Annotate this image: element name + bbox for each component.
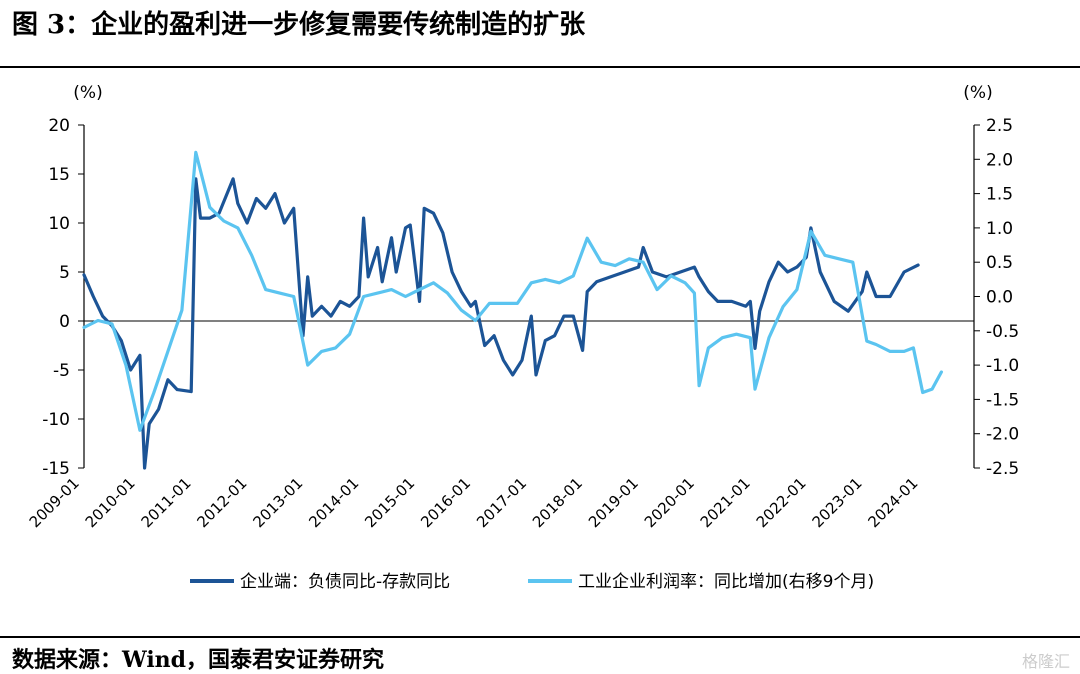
x-tick-label-text: 2018-01 xyxy=(529,474,586,531)
x-tick-label-text: 2017-01 xyxy=(473,474,530,531)
right-tick-label: 0.5 xyxy=(986,253,1013,273)
x-tick-label: 2015-01 xyxy=(361,474,418,531)
x-tick-label: 2023-01 xyxy=(809,474,866,531)
right-tick-label: -1.5 xyxy=(986,390,1019,410)
source-note: 数据来源：Wind，国泰君安证券研究 xyxy=(12,647,385,673)
x-tick-label: 2016-01 xyxy=(417,474,474,531)
x-tick-label: 2012-01 xyxy=(194,474,251,531)
right-tick-label: 2.0 xyxy=(986,150,1013,170)
x-tick-label: 2010-01 xyxy=(82,474,139,531)
x-tick-label: 2022-01 xyxy=(753,474,810,531)
top-rule xyxy=(0,66,1080,68)
right-axis-unit: (%) xyxy=(963,83,992,103)
series-line-1 xyxy=(82,177,920,470)
x-tick-label-text: 2010-01 xyxy=(82,474,139,531)
x-tick-label-text: 2016-01 xyxy=(417,474,474,531)
x-tick-label: 2018-01 xyxy=(529,474,586,531)
x-tick-label: 2024-01 xyxy=(865,474,922,531)
x-tick-label: 2011-01 xyxy=(138,474,195,531)
bottom-rule xyxy=(0,636,1080,638)
right-tick-label: -2.5 xyxy=(986,459,1019,479)
chart-title: 图 3：企业的盈利进一步修复需要传统制造的扩张 xyxy=(12,10,586,40)
left-tick-label: 10 xyxy=(48,214,70,234)
left-tick-label: -15 xyxy=(42,459,70,479)
right-tick-label: 2.5 xyxy=(986,116,1013,136)
x-tick-label: 2021-01 xyxy=(697,474,754,531)
left-tick-label: -10 xyxy=(42,410,70,430)
right-tick-label: -2.0 xyxy=(986,425,1019,445)
left-tick-label: 20 xyxy=(48,116,70,136)
left-axis-unit: (%) xyxy=(73,83,102,103)
x-tick-label-text: 2009-01 xyxy=(26,474,83,531)
x-tick-label-text: 2013-01 xyxy=(249,474,306,531)
legend-label-2: 工业企业利润率：同比增加(右移9个月) xyxy=(578,572,874,592)
left-tick-label: 5 xyxy=(59,263,70,283)
x-tick-label: 2009-01 xyxy=(26,474,83,531)
x-tick-label: 2013-01 xyxy=(249,474,306,531)
x-tick-label-text: 2020-01 xyxy=(641,474,698,531)
x-tick-label-text: 2014-01 xyxy=(305,474,362,531)
right-tick-label: 1.5 xyxy=(986,185,1013,205)
x-tick-label-text: 2011-01 xyxy=(138,474,195,531)
x-tick-label: 2017-01 xyxy=(473,474,530,531)
series-line-2 xyxy=(82,150,943,432)
watermark: 格隆汇 xyxy=(1021,652,1070,671)
right-tick-label: -0.5 xyxy=(986,322,1019,342)
x-tick-label: 2014-01 xyxy=(305,474,362,531)
x-tick-label-text: 2012-01 xyxy=(194,474,251,531)
x-tick-label-text: 2019-01 xyxy=(585,474,642,531)
left-tick-label: 0 xyxy=(59,312,70,332)
right-tick-label: 0.0 xyxy=(986,288,1013,308)
x-tick-label-text: 2024-01 xyxy=(865,474,922,531)
x-tick-label: 2019-01 xyxy=(585,474,642,531)
right-tick-label: -1.0 xyxy=(986,356,1019,376)
line-chart: (%) (%)20151050-5-10-152.52.01.51.00.50.0… xyxy=(26,83,1019,592)
x-tick-label-text: 2023-01 xyxy=(809,474,866,531)
x-tick-label: 2020-01 xyxy=(641,474,698,531)
x-tick-label-text: 2022-01 xyxy=(753,474,810,531)
left-tick-label: 15 xyxy=(48,165,70,185)
left-tick-label: -5 xyxy=(53,361,70,381)
x-tick-label-text: 2021-01 xyxy=(697,474,754,531)
legend-label-1: 企业端：负债同比-存款同比 xyxy=(240,572,450,592)
right-tick-label: 1.0 xyxy=(986,219,1013,239)
x-tick-label-text: 2015-01 xyxy=(361,474,418,531)
